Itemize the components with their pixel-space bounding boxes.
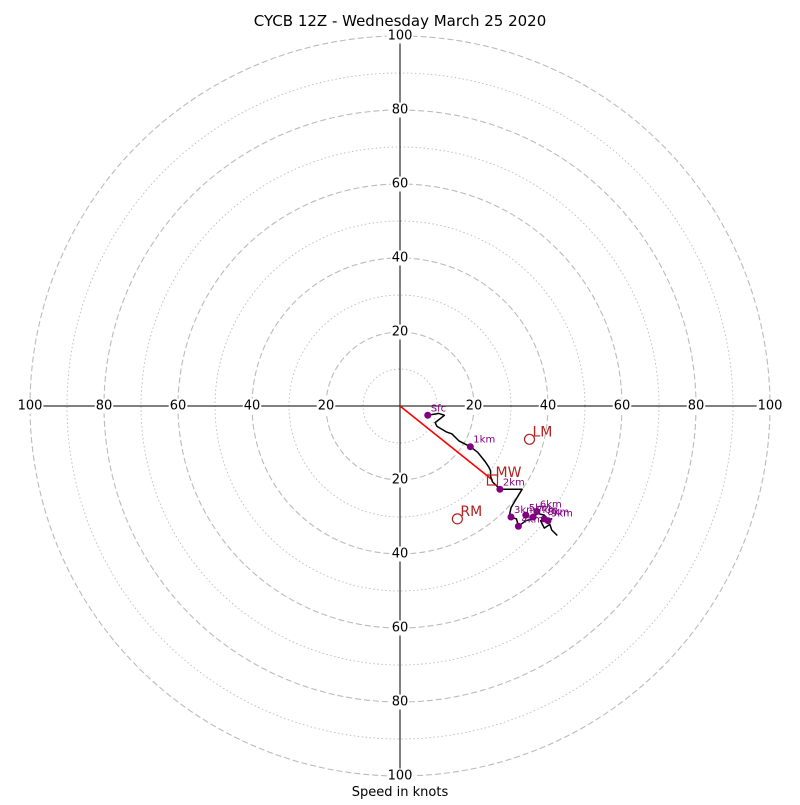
tick-label-background [686, 398, 706, 414]
tick-label-background [390, 620, 410, 636]
height-marker-dot [514, 522, 522, 530]
tick-label-left: 80 [96, 399, 113, 414]
tick-label-top: 20 [392, 325, 409, 340]
tick-label-background [386, 768, 414, 784]
tick-label-left: 100 [18, 399, 43, 414]
tick-label-background [94, 398, 114, 414]
storm-motion-label: LM [533, 424, 553, 440]
tick-label-left: 60 [170, 399, 187, 414]
tick-label-bottom: 100 [388, 769, 413, 784]
tick-label-bottom: 20 [392, 473, 409, 488]
tick-label-background [16, 398, 44, 414]
tick-label-background [390, 102, 410, 118]
height-marker-label: 8km [547, 507, 569, 518]
height-marker-label: 9km [551, 509, 573, 520]
tick-labels: 20 40 60 80 100 20 40 60 80 100 20 40 60 80 100 20 40 60 8… [16, 28, 784, 784]
tick-label-top: 80 [392, 103, 409, 118]
height-marker-dot [424, 411, 432, 419]
chart-title: CYCB 12Z - Wednesday March 25 2020 [254, 12, 547, 30]
height-marker-dot [466, 443, 474, 451]
shear-vector-layer [399, 405, 493, 481]
height-marker-dot [496, 485, 504, 493]
tick-label-right: 100 [758, 399, 783, 414]
tick-label-background [390, 250, 410, 266]
tick-label-background [390, 694, 410, 710]
height-marker-label: 1km [473, 435, 495, 446]
tick-label-right: 20 [466, 399, 483, 414]
tick-label-right: 60 [614, 399, 631, 414]
tick-label-top: 60 [392, 177, 409, 192]
tick-label-background [390, 472, 410, 488]
tick-label-background [390, 546, 410, 562]
height-marker-label: 7km [536, 505, 558, 516]
tick-label-background [390, 324, 410, 340]
tick-label-background [612, 398, 632, 414]
tick-label-top: 100 [388, 29, 413, 44]
tick-label-background [390, 176, 410, 192]
height-marker-dot [507, 513, 515, 521]
tick-label-bottom: 60 [392, 621, 409, 636]
storm-motion-circle [451, 513, 463, 525]
shear-vector-line [399, 405, 493, 481]
height-marker-label: Sfc [431, 403, 446, 414]
height-marker-dot [529, 513, 537, 521]
height-marker-label: 5km [529, 503, 551, 514]
tick-label-background [316, 398, 336, 414]
height-marker-dot [522, 511, 530, 519]
height-marker-dot [544, 517, 552, 525]
tick-label-right: 80 [688, 399, 705, 414]
storm-motion-circle [523, 433, 536, 445]
storm-motion-label: MW [496, 465, 522, 481]
tick-label-background [242, 398, 262, 414]
x-axis-label: Speed in knots [352, 785, 449, 800]
tick-label-top: 40 [392, 251, 409, 266]
tick-label-background [756, 398, 784, 414]
tick-label-bottom: 40 [392, 547, 409, 562]
storm-motion-layer: LM MW RM [451, 424, 553, 525]
tick-label-background [168, 398, 188, 414]
tick-label-left: 20 [318, 399, 335, 414]
tick-label-background [386, 28, 414, 44]
height-marker-label: 6km [540, 499, 562, 510]
tick-label-bottom: 80 [392, 695, 409, 710]
tick-label-left: 40 [244, 399, 261, 414]
height-marker-dot [533, 507, 541, 515]
height-marker-label: 3km [514, 505, 536, 516]
height-marker-label: 2km [503, 477, 525, 488]
storm-motion-square [486, 474, 499, 486]
tick-label-right: 40 [540, 399, 557, 414]
height-markers-layer: Sfc1km2km3km4km5km6km7km8km9km [424, 403, 573, 530]
tick-label-background [464, 398, 484, 414]
tick-label-background [538, 398, 558, 414]
storm-motion-label: RM [460, 504, 482, 520]
